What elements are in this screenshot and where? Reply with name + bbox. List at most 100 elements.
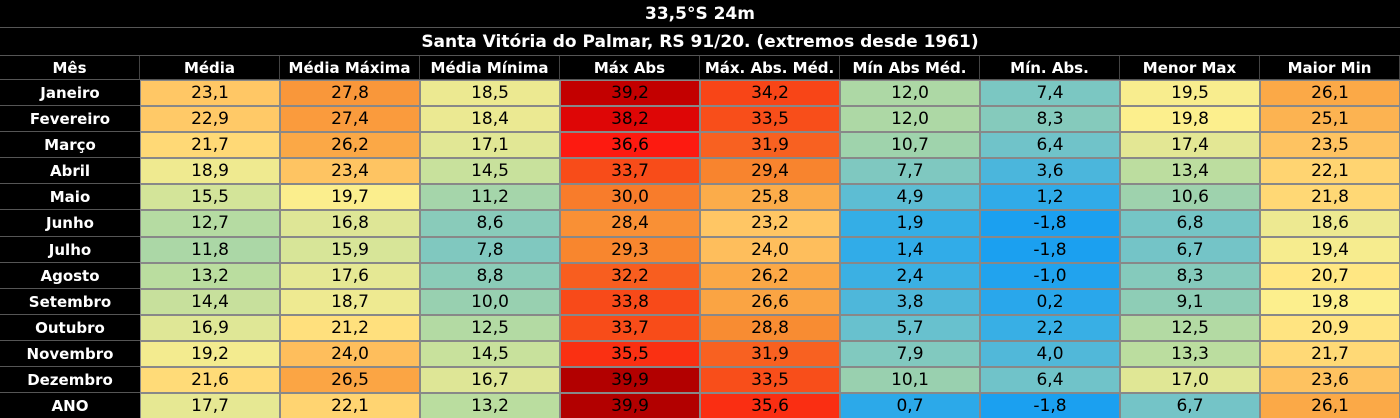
cell: 4,0 bbox=[980, 340, 1120, 368]
cell: 18,4 bbox=[420, 106, 560, 133]
cell: 36,6 bbox=[560, 132, 700, 159]
cell: 19,4 bbox=[1260, 236, 1400, 263]
cell: 25,8 bbox=[700, 184, 840, 211]
cell: 22,1 bbox=[1260, 158, 1400, 185]
row-label: Março bbox=[0, 132, 140, 159]
cell: 13,2 bbox=[140, 262, 280, 289]
cell: 26,2 bbox=[700, 262, 840, 289]
cell: 33,7 bbox=[560, 158, 700, 185]
cell: 33,8 bbox=[560, 288, 700, 315]
cell: 25,1 bbox=[1260, 106, 1400, 133]
cell: 35,6 bbox=[700, 393, 840, 418]
cell: 23,5 bbox=[1260, 132, 1400, 159]
row-label: Julho bbox=[0, 237, 140, 263]
cell: 6,7 bbox=[1120, 393, 1260, 418]
cell: 6,4 bbox=[980, 132, 1120, 159]
column-header: Máx. Abs. Méd. bbox=[700, 56, 840, 80]
column-header: Mês bbox=[0, 56, 140, 80]
cell: -1,0 bbox=[980, 262, 1120, 289]
cell: 0,7 bbox=[840, 393, 980, 418]
column-header: Maior Min bbox=[1260, 56, 1400, 80]
column-header: Média Máxima bbox=[280, 56, 420, 80]
cell: 33,5 bbox=[700, 106, 840, 133]
cell: 6,8 bbox=[1120, 210, 1260, 237]
table: Mês Média Média Máxima Média Mínima Máx Abs M… bbox=[0, 56, 1400, 418]
cell: 29,4 bbox=[700, 158, 840, 185]
cell: 19,8 bbox=[1120, 106, 1260, 133]
row-label: Dezembro bbox=[0, 367, 140, 394]
cell: 24,0 bbox=[700, 236, 840, 263]
cell: -1,8 bbox=[980, 393, 1120, 418]
cell: 21,7 bbox=[1260, 340, 1400, 368]
cell: 9,1 bbox=[1120, 288, 1260, 315]
cell: 22,1 bbox=[280, 393, 420, 418]
cell: 13,3 bbox=[1120, 340, 1260, 368]
cell: 18,5 bbox=[420, 80, 560, 107]
cell: 17,0 bbox=[1120, 367, 1260, 394]
cell: 13,2 bbox=[420, 393, 560, 418]
row-label: Maio bbox=[0, 184, 140, 211]
cell: 5,7 bbox=[840, 314, 980, 341]
cell: 21,8 bbox=[1260, 184, 1400, 211]
cell: 32,2 bbox=[560, 262, 700, 289]
cell: 6,7 bbox=[1120, 236, 1260, 263]
cell: 33,5 bbox=[700, 367, 840, 394]
cell: 15,5 bbox=[140, 184, 280, 211]
cell: 18,7 bbox=[280, 288, 420, 315]
cell: 20,7 bbox=[1260, 262, 1400, 289]
cell: 18,9 bbox=[140, 158, 280, 185]
cell: 10,7 bbox=[840, 132, 980, 159]
cell: 7,8 bbox=[420, 236, 560, 263]
cell: 28,8 bbox=[700, 314, 840, 341]
cell: 16,8 bbox=[280, 210, 420, 237]
cell: 34,2 bbox=[700, 80, 840, 107]
cell: 29,3 bbox=[560, 236, 700, 263]
cell: 27,8 bbox=[280, 80, 420, 107]
row-label: Junho bbox=[0, 210, 140, 237]
cell: -1,8 bbox=[980, 210, 1120, 237]
cell: 26,1 bbox=[1260, 393, 1400, 418]
cell: 2,4 bbox=[840, 262, 980, 289]
cell: 10,6 bbox=[1120, 184, 1260, 211]
column-header: Média bbox=[140, 56, 280, 80]
row-label: Janeiro bbox=[0, 80, 140, 107]
cell: 26,6 bbox=[700, 288, 840, 315]
cell: 19,5 bbox=[1120, 80, 1260, 107]
cell: 22,9 bbox=[140, 106, 280, 133]
row-label: Fevereiro bbox=[0, 106, 140, 133]
cell: 30,0 bbox=[560, 184, 700, 211]
title: 33,5°S 24m bbox=[0, 0, 1400, 28]
cell: 12,0 bbox=[840, 106, 980, 133]
cell: 31,9 bbox=[700, 132, 840, 159]
row-label: Agosto bbox=[0, 263, 140, 289]
column-header: Menor Max bbox=[1120, 56, 1260, 80]
cell: 8,8 bbox=[420, 262, 560, 289]
cell: 7,9 bbox=[840, 340, 980, 368]
cell: 39,9 bbox=[560, 367, 700, 394]
cell: 39,9 bbox=[560, 393, 700, 418]
cell: 11,2 bbox=[420, 184, 560, 211]
cell: 17,4 bbox=[1120, 132, 1260, 159]
cell: 16,9 bbox=[140, 314, 280, 341]
cell: 8,3 bbox=[980, 106, 1120, 133]
cell: 38,2 bbox=[560, 106, 700, 133]
cell: 35,5 bbox=[560, 340, 700, 368]
cell: 12,5 bbox=[420, 314, 560, 341]
cell: 0,2 bbox=[980, 288, 1120, 315]
cell: 19,8 bbox=[1260, 288, 1400, 315]
cell: 1,4 bbox=[840, 236, 980, 263]
cell: 8,3 bbox=[1120, 262, 1260, 289]
cell: 18,6 bbox=[1260, 210, 1400, 237]
cell: 12,5 bbox=[1120, 314, 1260, 341]
cell: 1,2 bbox=[980, 184, 1120, 211]
subtitle: Santa Vitória do Palmar, RS 91/20. (extr… bbox=[0, 28, 1400, 56]
cell: 2,2 bbox=[980, 314, 1120, 341]
cell: 1,9 bbox=[840, 210, 980, 237]
cell: 14,4 bbox=[140, 288, 280, 315]
cell: 10,0 bbox=[420, 288, 560, 315]
row-label: Setembro bbox=[0, 289, 140, 315]
cell: 20,9 bbox=[1260, 314, 1400, 341]
cell: 13,4 bbox=[1120, 158, 1260, 185]
cell: 19,7 bbox=[280, 184, 420, 211]
